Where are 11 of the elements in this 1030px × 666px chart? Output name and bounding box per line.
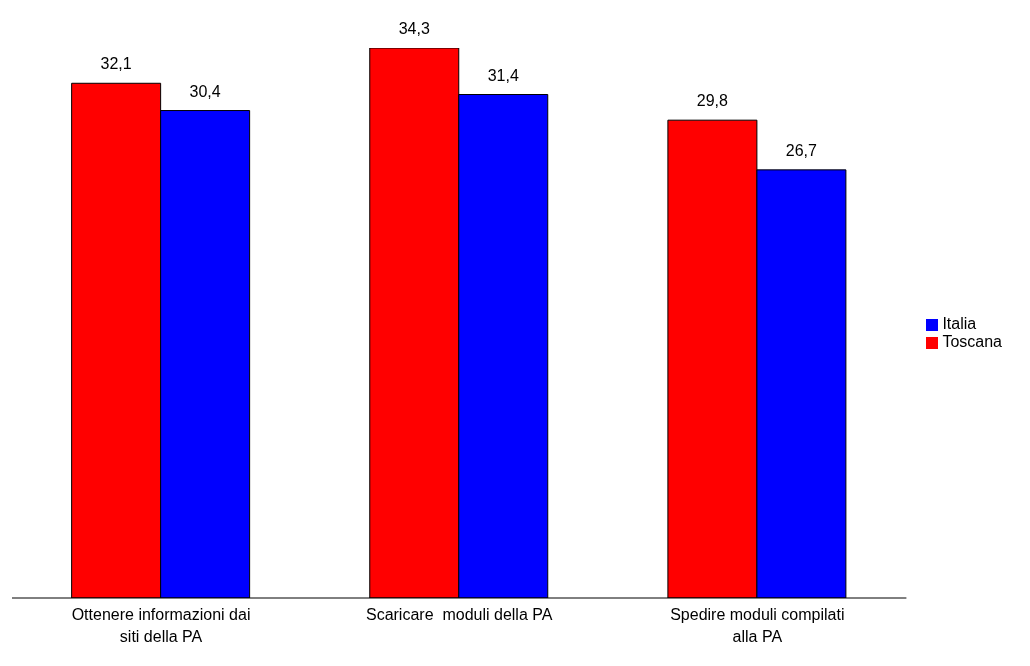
data-label: 30,4 bbox=[189, 82, 221, 100]
x-tick-label: Scaricare moduli della PA bbox=[365, 606, 553, 623]
legend-label: Toscana bbox=[942, 333, 1002, 350]
data-label: 29,8 bbox=[696, 92, 729, 110]
x-tick-label: Ottenere informazioni dai siti della PA bbox=[71, 606, 251, 645]
legend-label: Italia bbox=[942, 315, 977, 332]
data-label: 26,7 bbox=[785, 141, 818, 159]
data-label: 32,1 bbox=[100, 55, 132, 73]
x-tick-label: Spedire moduli compilati alla PA bbox=[670, 606, 845, 645]
data-label: 34,3 bbox=[398, 20, 430, 37]
data-label: 31,4 bbox=[487, 66, 519, 84]
